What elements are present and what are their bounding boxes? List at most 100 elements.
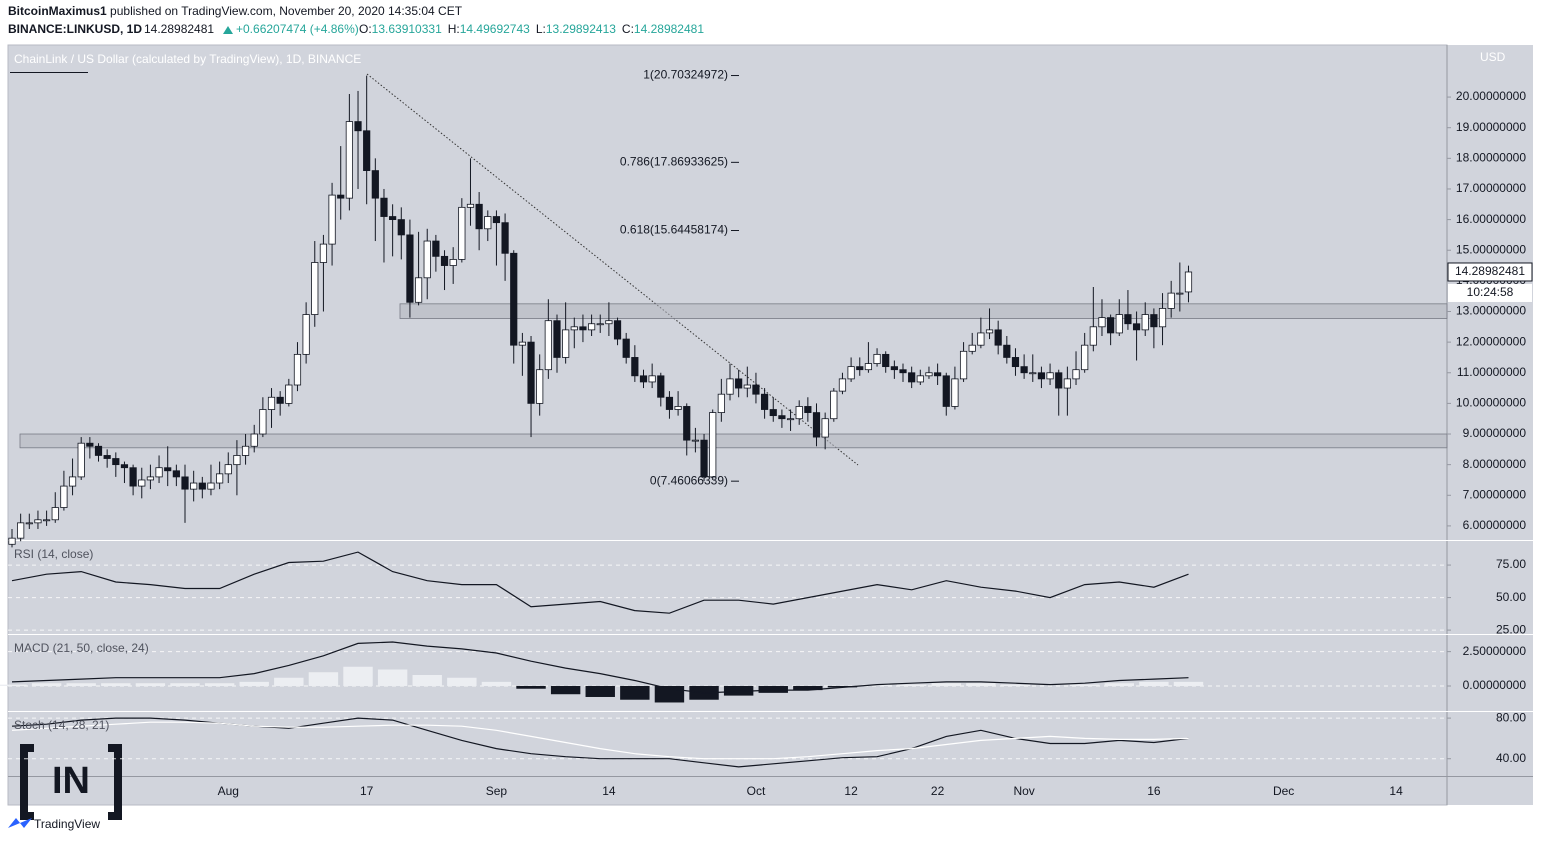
candle-body: [717, 393, 725, 413]
ohlc-label: H:: [448, 22, 460, 36]
candle-body: [562, 329, 570, 358]
candle-body: [700, 439, 708, 478]
symbol: BINANCE:LINKUSD, 1D: [8, 22, 142, 36]
histogram-bar: [170, 683, 200, 686]
candle-body: [683, 406, 691, 441]
candle-body: [873, 353, 881, 364]
published: published on TradingView.com, November 2…: [110, 4, 463, 18]
candle-body: [319, 243, 328, 263]
candle-body: [492, 216, 501, 224]
histogram-bar: [135, 683, 166, 686]
candle-body: [302, 314, 310, 355]
candle-body: [942, 375, 950, 407]
countdown-tag: [1448, 283, 1532, 302]
candle-body: [622, 338, 630, 358]
candle-body: [337, 194, 345, 199]
candle-body: [847, 366, 855, 380]
candle-body: [916, 375, 924, 383]
candle-body: [856, 366, 864, 371]
candle-body: [544, 320, 552, 371]
candle-body: [112, 458, 120, 466]
histogram-bar: [377, 669, 408, 686]
logo-brackets: [20, 744, 122, 820]
candle-body: [665, 396, 674, 410]
histogram-bar: [1173, 681, 1204, 686]
candle-body: [501, 222, 509, 254]
candle-body: [345, 121, 353, 199]
candle-body: [354, 121, 362, 132]
candle-body: [536, 369, 544, 404]
x-tick-label: Oct: [747, 784, 766, 798]
y-tick-label: 25.00: [1496, 622, 1526, 636]
candle-body: [328, 194, 336, 245]
candle-body: [830, 390, 838, 420]
tradingview-icon: [8, 818, 32, 828]
y-tick-label: 11.00000000: [1457, 365, 1527, 379]
histogram-bar: [412, 674, 442, 686]
header-line: BitcoinMaximus1 published on TradingView…: [8, 4, 463, 18]
candle-body: [181, 476, 189, 490]
histogram-bar: [204, 683, 235, 686]
y-tick-label: 8.00000000: [1463, 457, 1527, 471]
x-tick-label: Nov: [1013, 784, 1034, 798]
price-tag-label: 14.28982481: [1455, 264, 1525, 278]
candle-body: [155, 467, 163, 478]
candle-body: [129, 467, 137, 487]
candle-body: [233, 455, 241, 466]
x-tick-label: Dec: [1273, 784, 1294, 798]
candle-body: [1055, 372, 1063, 389]
candle-body: [1020, 366, 1028, 374]
candle-body: [432, 240, 440, 257]
y-tick-label: 9.00000000: [1463, 426, 1527, 440]
candle-body: [164, 467, 172, 472]
candle-body: [1132, 323, 1141, 331]
candle-body: [8, 537, 16, 545]
candle-body: [414, 277, 423, 303]
histogram-bar: [0, 684, 27, 686]
candle-body: [1089, 326, 1097, 346]
y-tick-label: 13.00000000: [1456, 304, 1526, 318]
candle-body: [475, 203, 483, 230]
candle-body: [397, 219, 405, 236]
histogram-bar: [1069, 684, 1100, 686]
y-tick-label: 10.00000000: [1456, 396, 1526, 410]
zone: [19, 433, 1448, 449]
candle-body: [1081, 344, 1089, 371]
candle-body: [1141, 314, 1149, 331]
candle-body: [138, 479, 146, 487]
currency: USD: [1480, 50, 1506, 64]
candle-body: [726, 378, 734, 395]
x-tick-label: 12: [844, 784, 858, 798]
countdown: 10:24:58: [1467, 285, 1514, 299]
histogram-bar: [66, 683, 96, 686]
candle-body: [674, 406, 682, 410]
legend: ChainLink / US Dollar (calculated by Tra…: [14, 52, 361, 66]
histogram-bar: [1104, 683, 1134, 686]
histogram-bar: [966, 683, 996, 686]
pane-title: MACD (21, 50, close, 24): [14, 641, 149, 655]
histogram-bar: [793, 685, 823, 691]
ohlc-value: 14.49692743: [460, 22, 530, 36]
candle-body: [1158, 308, 1167, 328]
plot-frame: [7, 44, 1448, 806]
candle-body: [761, 393, 769, 410]
candle-body: [120, 464, 129, 469]
candle-body: [795, 406, 803, 420]
candle-body: [17, 522, 25, 539]
ohlc-label: C:: [622, 22, 634, 36]
candle-body: [68, 476, 77, 487]
ohlc-value: 14.28982481: [634, 22, 704, 36]
histogram-bar: [585, 685, 615, 697]
candle-body: [1003, 344, 1011, 358]
x-tick-label: Aug: [218, 784, 239, 798]
y-tick-label: 16.00000000: [1456, 212, 1526, 226]
histogram-bar: [896, 684, 927, 686]
histogram-bar: [308, 672, 339, 686]
candle-body: [267, 396, 276, 410]
candle-body: [631, 357, 639, 377]
histogram-bar: [239, 681, 269, 686]
candle-body: [1124, 314, 1132, 325]
candle-body: [838, 378, 847, 392]
histogram-bar: [101, 683, 131, 686]
